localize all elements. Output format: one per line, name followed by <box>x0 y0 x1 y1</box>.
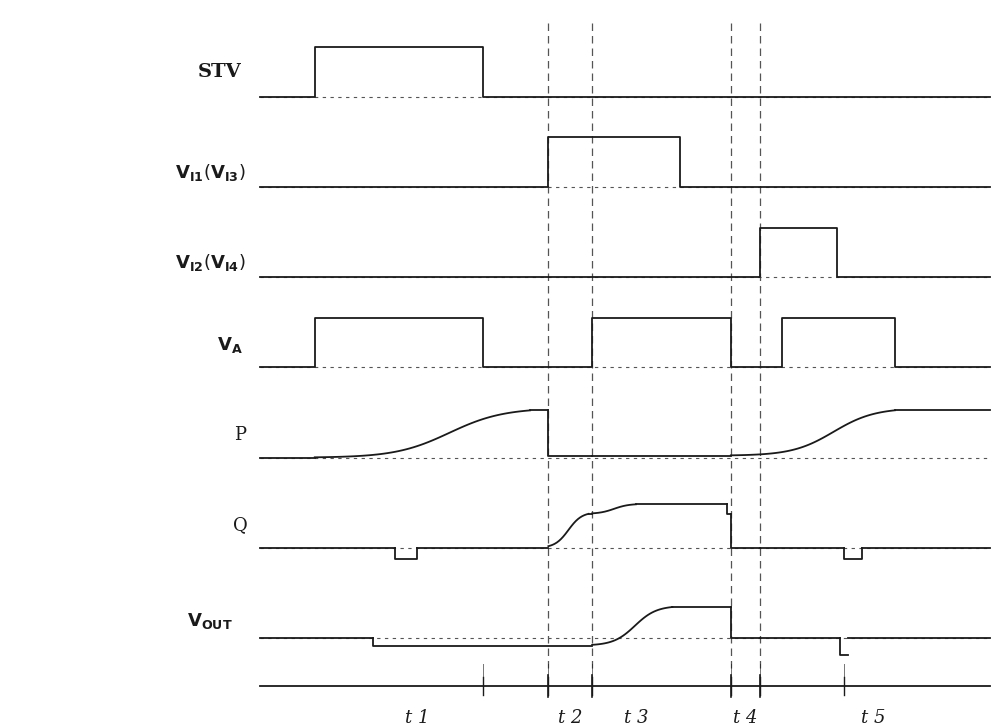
Text: t 2: t 2 <box>558 709 582 726</box>
Text: t 5: t 5 <box>861 709 885 726</box>
Text: $\mathbf{V}_{\mathbf{I1}}(\mathbf{V}_{\mathbf{I3}})$: $\mathbf{V}_{\mathbf{I1}}(\mathbf{V}_{\m… <box>175 162 245 182</box>
Text: $\mathbf{V}_\mathbf{A}$: $\mathbf{V}_\mathbf{A}$ <box>217 335 243 355</box>
Text: $\mathbf{V}_{\mathbf{I2}}(\mathbf{V}_{\mathbf{I4}})$: $\mathbf{V}_{\mathbf{I2}}(\mathbf{V}_{\m… <box>175 252 245 273</box>
Text: t 1: t 1 <box>405 709 429 726</box>
Text: t 4: t 4 <box>733 709 758 726</box>
Text: STV: STV <box>198 63 242 81</box>
Text: Q: Q <box>233 516 247 534</box>
Text: P: P <box>234 426 246 444</box>
Text: $\mathbf{V}_{\mathbf{OUT}}$: $\mathbf{V}_{\mathbf{OUT}}$ <box>187 611 233 631</box>
Text: t 3: t 3 <box>624 709 648 726</box>
